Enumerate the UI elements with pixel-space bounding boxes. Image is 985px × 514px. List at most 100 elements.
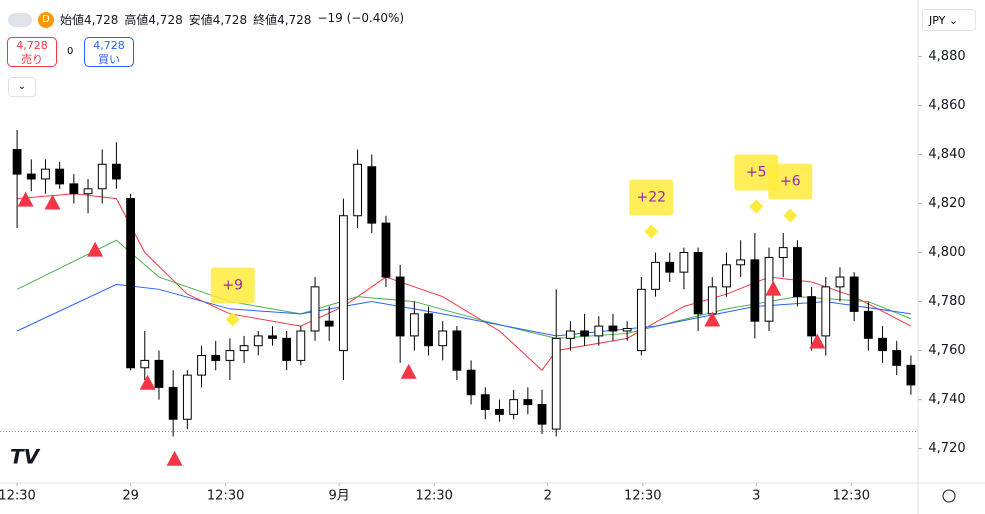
candle-body xyxy=(537,404,547,425)
candle-body xyxy=(509,399,519,415)
buy-label: 買い xyxy=(98,53,120,66)
candle-body xyxy=(83,188,93,195)
candle-body xyxy=(296,330,306,361)
buy-marker xyxy=(17,191,34,207)
buy-price: 4,728 xyxy=(93,39,125,52)
y-tick-label: 4,740 xyxy=(928,392,965,407)
candle-body xyxy=(736,259,746,266)
diamond-marker xyxy=(644,224,659,239)
x-tick-label: 12:30 xyxy=(0,489,36,504)
candle-body xyxy=(892,350,902,366)
buy-marker xyxy=(704,311,721,327)
x-tick-label: 12:30 xyxy=(833,489,870,504)
buy-marker xyxy=(166,450,183,466)
candle-body xyxy=(26,173,36,180)
annotation-label: +9 xyxy=(222,277,243,293)
candle-body xyxy=(821,286,831,337)
candle-body xyxy=(69,183,79,195)
candle-body xyxy=(495,408,504,415)
candle-body xyxy=(424,313,433,347)
candle-body xyxy=(239,345,249,352)
buy-marker xyxy=(44,194,61,210)
candle-body xyxy=(310,286,320,332)
candle-body xyxy=(182,374,192,420)
x-tick-label: 12:30 xyxy=(207,489,244,504)
candle-body xyxy=(253,335,263,347)
candle-body xyxy=(523,399,533,406)
candle-body xyxy=(566,330,575,339)
y-tick-label: 4,780 xyxy=(928,294,965,309)
x-tick-label: 12:30 xyxy=(624,489,661,504)
currency: JPY xyxy=(929,14,946,27)
candle-body xyxy=(651,261,660,290)
candle-body xyxy=(665,261,675,273)
candle-body xyxy=(608,325,618,332)
ohlc-items: 始値4,728 高値4,728 安値4,728 終値4,728 −19 (−0.40%) xyxy=(60,11,404,28)
symbol-header: D 始値4,728 高値4,728 安値4,728 終値4,728 −19 (−0.40… xyxy=(8,11,404,28)
annotation-label: +6 xyxy=(780,174,801,190)
candle-body xyxy=(381,222,391,278)
diamond-marker xyxy=(225,312,240,327)
candle-body xyxy=(225,350,235,361)
candle-body xyxy=(353,163,362,217)
candle-body xyxy=(112,163,121,180)
y-tick-label: 4,820 xyxy=(928,196,965,211)
y-tick-label: 4,720 xyxy=(928,441,965,456)
candle-body xyxy=(778,247,788,258)
annotation-label: +5 xyxy=(746,164,767,180)
moving-average xyxy=(16,283,911,337)
candle-body xyxy=(906,364,916,386)
buy-marker xyxy=(87,241,104,257)
x-tick-label: 2 xyxy=(544,489,552,504)
candle-body xyxy=(878,337,887,352)
candle-body xyxy=(622,328,632,332)
currency-select[interactable]: JPY ⌄ xyxy=(922,9,976,31)
badge xyxy=(8,12,32,27)
y-tick-label: 4,880 xyxy=(928,49,965,64)
candle-body xyxy=(168,386,178,420)
sell-price: 4,728 xyxy=(16,39,48,52)
symbol-badge: D xyxy=(38,11,54,28)
buy-marker xyxy=(400,363,417,379)
spread: 0 xyxy=(67,46,74,57)
logo: 𝙏𝙑 xyxy=(10,445,41,469)
candle-body xyxy=(679,252,689,273)
ohlc-item: −19 (−0.40%) xyxy=(317,11,405,25)
candle-body xyxy=(211,355,221,361)
candle-body xyxy=(197,355,206,376)
y-tick-label: 4,800 xyxy=(928,245,965,260)
sell-button[interactable]: 4,728 売り xyxy=(7,37,57,67)
ohlc-item: 高値4,728 xyxy=(124,13,183,27)
candle-body xyxy=(12,149,22,175)
candle-body xyxy=(636,288,646,352)
candle-body xyxy=(367,166,377,224)
candle-body xyxy=(438,330,448,347)
buy-marker xyxy=(809,333,826,349)
x-tick-label: 9月 xyxy=(329,489,350,504)
candle-body xyxy=(324,320,334,327)
candle-body xyxy=(594,325,604,337)
moving-average xyxy=(16,239,912,339)
candle-body xyxy=(863,310,873,339)
buy-marker xyxy=(765,280,782,296)
collapse-button[interactable]: ⌄ xyxy=(8,77,36,97)
candle-body xyxy=(140,359,150,369)
y-tick-label: 4,840 xyxy=(928,147,965,162)
candle-body xyxy=(722,264,731,288)
buy-marker xyxy=(139,374,156,390)
buy-button[interactable]: 4,728 買い xyxy=(84,37,134,67)
x-tick-label: 3 xyxy=(752,489,760,504)
candle-body xyxy=(395,276,405,337)
candle-body xyxy=(466,369,476,396)
x-tick-label: 12:30 xyxy=(415,489,452,504)
candle-body xyxy=(750,259,760,322)
candle-body xyxy=(835,276,845,288)
candle-body xyxy=(580,330,589,337)
candle-body xyxy=(707,286,717,315)
settings-icon[interactable] xyxy=(942,489,956,503)
candle-body xyxy=(282,337,292,361)
candle-body xyxy=(764,256,774,322)
candle-body xyxy=(793,247,802,298)
ohlc-item: 始値4,728 xyxy=(60,13,119,27)
